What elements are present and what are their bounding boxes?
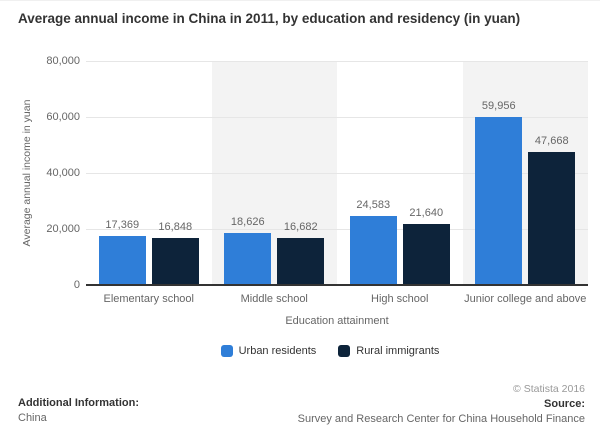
category-label-high-school: High school xyxy=(371,293,429,305)
additional-information-block: Additional Information: China xyxy=(18,397,139,424)
legend-label: Urban residents xyxy=(238,345,317,357)
legend-item-rural-immigrants[interactable]: Rural immigrants xyxy=(338,345,439,357)
value-label-rural-immigrants-elementary-school: 16,848 xyxy=(158,220,193,233)
bar-rural-immigrants-middle-school[interactable] xyxy=(277,238,325,285)
legend-swatch-rural-immigrants xyxy=(338,345,351,357)
x-axis-line xyxy=(86,284,588,286)
y-tick-label: 20,000 xyxy=(46,223,80,235)
y-tick-label: 60,000 xyxy=(46,111,80,123)
y-gridline xyxy=(86,172,588,174)
category-label-elementary-school: Elementary school xyxy=(103,293,195,305)
legend-swatch-urban-residents xyxy=(220,345,233,357)
source-label: Source: xyxy=(544,398,585,410)
y-axis-title: Average annual income in yuan xyxy=(21,99,33,247)
bar-urban-residents-elementary-school[interactable] xyxy=(98,236,146,285)
y-tick-label: 40,000 xyxy=(46,167,80,179)
value-label-urban-residents-elementary-school: 17,369 xyxy=(105,219,140,232)
y-gridline xyxy=(86,60,588,62)
value-label-urban-residents-middle-school: 18,626 xyxy=(230,215,265,228)
bar-rural-immigrants-elementary-school[interactable] xyxy=(151,237,199,285)
bar-rural-immigrants-junior-college-and-above[interactable] xyxy=(528,151,576,285)
additional-information-label: Additional Information: xyxy=(18,397,139,409)
chart-title: Average annual income in China in 2011, … xyxy=(18,11,521,26)
source-block: © Statista 2016 Source: Survey and Resea… xyxy=(298,383,585,425)
source-value: Survey and Research Center for China Hou… xyxy=(297,413,585,425)
legend-label: Rural immigrants xyxy=(356,345,440,357)
value-label-urban-residents-high-school: 24,583 xyxy=(356,199,391,212)
category-label-junior-college-and-above: Junior college and above xyxy=(464,293,587,305)
value-label-rural-immigrants-high-school: 21,640 xyxy=(409,207,444,220)
bar-rural-immigrants-high-school[interactable] xyxy=(402,224,450,285)
value-label-rural-immigrants-junior-college-and-above: 47,668 xyxy=(534,134,569,147)
y-gridline xyxy=(86,116,588,118)
bar-urban-residents-high-school[interactable] xyxy=(349,216,397,285)
additional-information-value: China xyxy=(18,412,47,424)
value-label-rural-immigrants-middle-school: 16,682 xyxy=(283,221,318,234)
y-gridline xyxy=(86,228,588,230)
bar-urban-residents-junior-college-and-above[interactable] xyxy=(475,117,523,285)
bar-urban-residents-middle-school[interactable] xyxy=(224,232,272,285)
x-axis-title: Education attainment xyxy=(285,315,389,327)
value-label-urban-residents-junior-college-and-above: 59,956 xyxy=(481,100,516,113)
statista-copyright: © Statista 2016 xyxy=(513,383,585,395)
legend-item-urban-residents[interactable]: Urban residents xyxy=(220,345,317,357)
legend: Urban residents Rural immigrants xyxy=(60,345,600,357)
category-label-middle-school: Middle school xyxy=(240,293,308,305)
y-tick-label: 80,000 xyxy=(46,55,80,67)
y-tick-label: 0 xyxy=(73,279,80,291)
